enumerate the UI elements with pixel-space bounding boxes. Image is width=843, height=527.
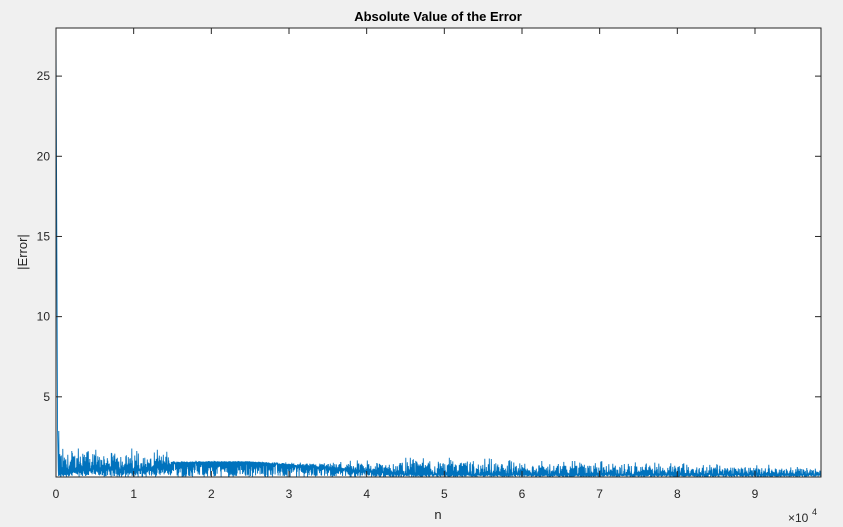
x-tick-label: 3	[286, 487, 293, 501]
series-line-error	[55, 27, 822, 478]
x-axis-label: n	[434, 507, 441, 522]
axes-box	[55, 27, 822, 478]
y-tick-label: 15	[37, 229, 51, 243]
y-tick-label: 25	[37, 69, 51, 83]
x-tick-label: 4	[363, 487, 370, 501]
y-axis-label: |Error|	[15, 234, 30, 270]
x-exponent-base: ×10	[788, 511, 809, 525]
chart-title: Absolute Value of the Error	[354, 9, 522, 24]
x-tick-label: 1	[130, 487, 137, 501]
x-tick-label: 7	[596, 487, 603, 501]
axes-background	[56, 28, 821, 477]
x-tick-label: 2	[208, 487, 215, 501]
x-axis: 0 1 2 3 4 5 6 7 8 9	[53, 28, 759, 501]
y-tick-label: 10	[37, 310, 51, 324]
x-tick-label: 8	[674, 487, 681, 501]
x-exponent-label: ×10 4	[788, 507, 817, 525]
plot-area	[55, 27, 822, 478]
x-tick-label: 6	[519, 487, 526, 501]
x-tick-label: 9	[752, 487, 759, 501]
x-tick-label: 5	[441, 487, 448, 501]
x-exponent-power: 4	[812, 507, 817, 517]
y-tick-label: 5	[43, 390, 50, 404]
x-tick-label: 0	[53, 487, 60, 501]
y-axis: 5 10 15 20 25	[37, 69, 821, 404]
y-tick-label: 20	[37, 149, 51, 163]
